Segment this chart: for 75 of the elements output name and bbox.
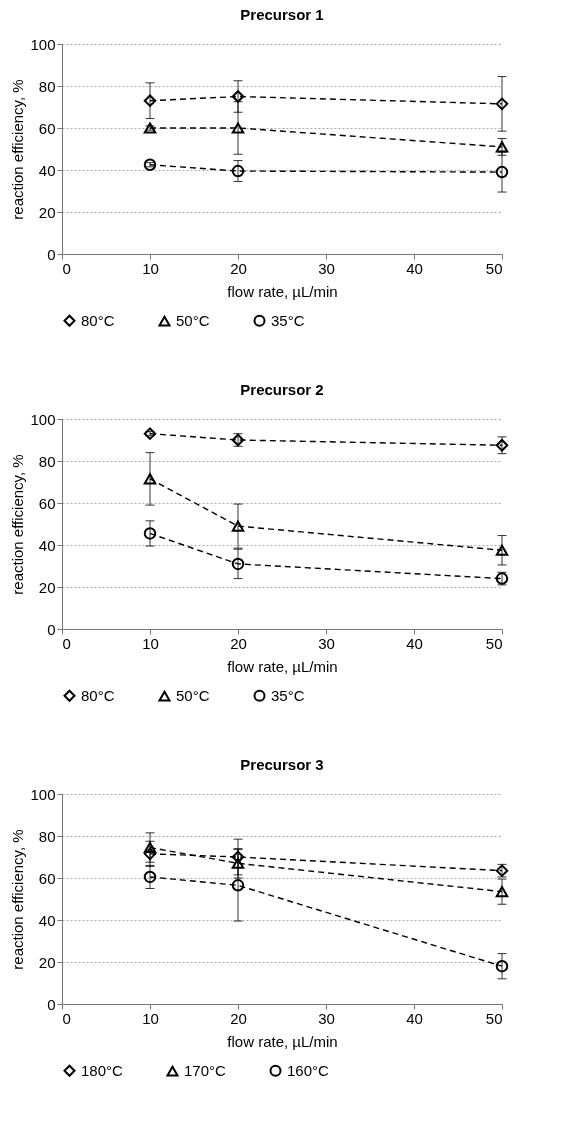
x-tick-label: 0 — [62, 259, 71, 277]
x-tick-label: 50 — [485, 1009, 503, 1027]
y-axis-title: reaction efficiency, % — [9, 79, 27, 220]
x-tick-label: 40 — [406, 259, 423, 277]
point — [495, 544, 509, 556]
point — [231, 164, 245, 178]
point — [231, 857, 245, 869]
x-tick-label: 50 — [485, 259, 503, 277]
x-tick-label: 30 — [318, 259, 335, 277]
y-tick-label: 60 — [38, 869, 56, 887]
point — [495, 165, 509, 179]
chart-title: Precursor 3 — [240, 756, 324, 773]
legend-label: 80°C — [81, 311, 115, 329]
y-tick-label: 100 — [30, 785, 56, 803]
y-tick-label: 40 — [38, 911, 56, 929]
x-axis-title: flow rate, µL/min — [227, 657, 338, 675]
y-tick-label: 80 — [38, 77, 56, 95]
point — [231, 122, 245, 134]
x-tick-label: 20 — [230, 259, 247, 277]
point — [143, 94, 157, 107]
legend-label: 80°C — [81, 686, 115, 704]
y-tick-label: 0 — [47, 245, 56, 263]
point — [495, 886, 509, 898]
point — [143, 527, 157, 540]
point — [495, 959, 509, 973]
legend-label: 170°C — [184, 1062, 227, 1080]
point — [231, 90, 245, 103]
x-tick-label: 40 — [406, 634, 423, 652]
x-axis-title: flow rate, µL/min — [227, 282, 338, 300]
point — [143, 870, 157, 884]
y-tick-label: 0 — [47, 620, 56, 638]
x-tick-label: 0 — [62, 634, 71, 652]
x-tick-label: 10 — [142, 259, 159, 277]
x-axis-title: flow rate, µL/min — [227, 1032, 338, 1050]
legend-label: 160°C — [287, 1061, 330, 1079]
x-tick-label: 10 — [142, 634, 159, 652]
y-tick-label: 0 — [47, 995, 56, 1013]
point — [143, 847, 157, 861]
legend-label: 35°C — [271, 686, 305, 704]
point — [231, 850, 245, 864]
y-tick-label: 80 — [38, 452, 56, 470]
point — [143, 158, 157, 171]
x-tick-label: 20 — [230, 634, 247, 652]
y-axis-title: reaction efficiency, % — [9, 829, 27, 970]
point — [143, 842, 157, 854]
x-tick-label: 30 — [318, 634, 335, 652]
point — [231, 879, 245, 892]
y-tick-label: 40 — [38, 161, 56, 179]
x-tick-label: 20 — [230, 1009, 247, 1027]
point — [143, 473, 157, 485]
y-tick-label: 100 — [30, 35, 56, 53]
y-axis-title: reaction efficiency, % — [9, 454, 27, 595]
y-tick-label: 60 — [38, 119, 56, 137]
x-tick-label: 0 — [62, 1009, 71, 1027]
x-tick-label: 40 — [406, 1009, 423, 1027]
legend-label: 180°C — [81, 1061, 124, 1079]
legend-label: 50°C — [176, 312, 210, 330]
point — [143, 427, 157, 440]
y-tick-label: 100 — [30, 410, 56, 428]
x-tick-label: 30 — [318, 1009, 335, 1027]
y-tick-label: 80 — [38, 827, 56, 845]
point — [231, 557, 245, 571]
chart-title: Precursor 1 — [240, 6, 324, 23]
x-tick-label: 10 — [142, 1009, 159, 1027]
legend-label: 50°C — [176, 687, 210, 705]
y-tick-label: 60 — [38, 494, 56, 512]
legend-label: 35°C — [271, 311, 305, 329]
y-tick-label: 40 — [38, 536, 56, 554]
y-tick-label: 20 — [38, 578, 56, 596]
y-tick-label: 20 — [38, 203, 56, 221]
chart-title: Precursor 2 — [240, 381, 324, 398]
y-tick-label: 20 — [38, 953, 56, 971]
point — [231, 520, 245, 532]
x-tick-label: 50 — [485, 634, 503, 652]
point — [495, 97, 509, 111]
